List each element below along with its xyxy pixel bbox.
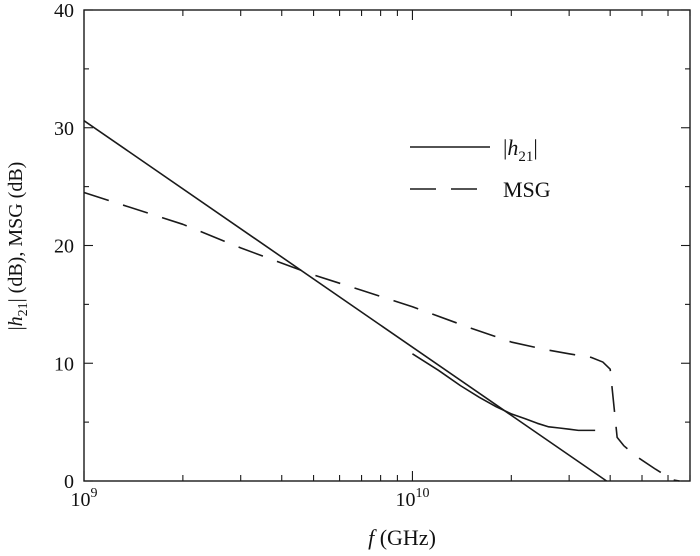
series-line-msg [83,191,680,482]
x-tick-label-base: 10 [395,489,415,511]
y-axis-label-subscript: 21 [16,302,31,316]
y-tick-label: 20 [54,236,74,258]
y-axis-label-rest: | (dB), MSG (dB) [5,162,27,303]
series-group [83,120,680,482]
series-line-h21-ideal [83,120,608,482]
y-axis-label-bar: | [5,326,27,330]
legend-h21-subscript: 21 [518,149,533,165]
axis-ticks [83,9,691,482]
legend-h21-bar-end: | [533,135,537,160]
legend-h21-label: |h21| [503,135,538,165]
legend-msg-label: MSG [503,177,551,202]
y-tick-label: 0 [64,471,74,493]
legend-h21-bar: | [503,135,507,160]
x-tick-label-exponent: 9 [91,486,98,501]
x-tick-label: 1010 [395,486,429,511]
x-tick-label-base: 10 [71,489,91,511]
x-axis-label-symbol: f [368,525,377,550]
y-tick-label: 40 [54,0,74,22]
plot-frame [83,9,691,482]
x-tick-label-exponent: 10 [415,486,429,501]
x-axis-label-unit: (GHz) [374,525,436,550]
y-axis-label: |h21| (dB), MSG (dB) [5,162,31,331]
y-tick-label: 30 [54,118,74,140]
series-line-h21-measured [412,353,596,432]
x-axis-label: f (GHz) [368,525,436,550]
legend-h21-symbol: h [507,135,518,160]
y-tick-label: 10 [54,353,74,375]
x-tick-label: 109 [71,486,98,511]
legend: |h21| MSG [410,135,551,202]
y-axis-label-symbol: h [5,316,27,326]
